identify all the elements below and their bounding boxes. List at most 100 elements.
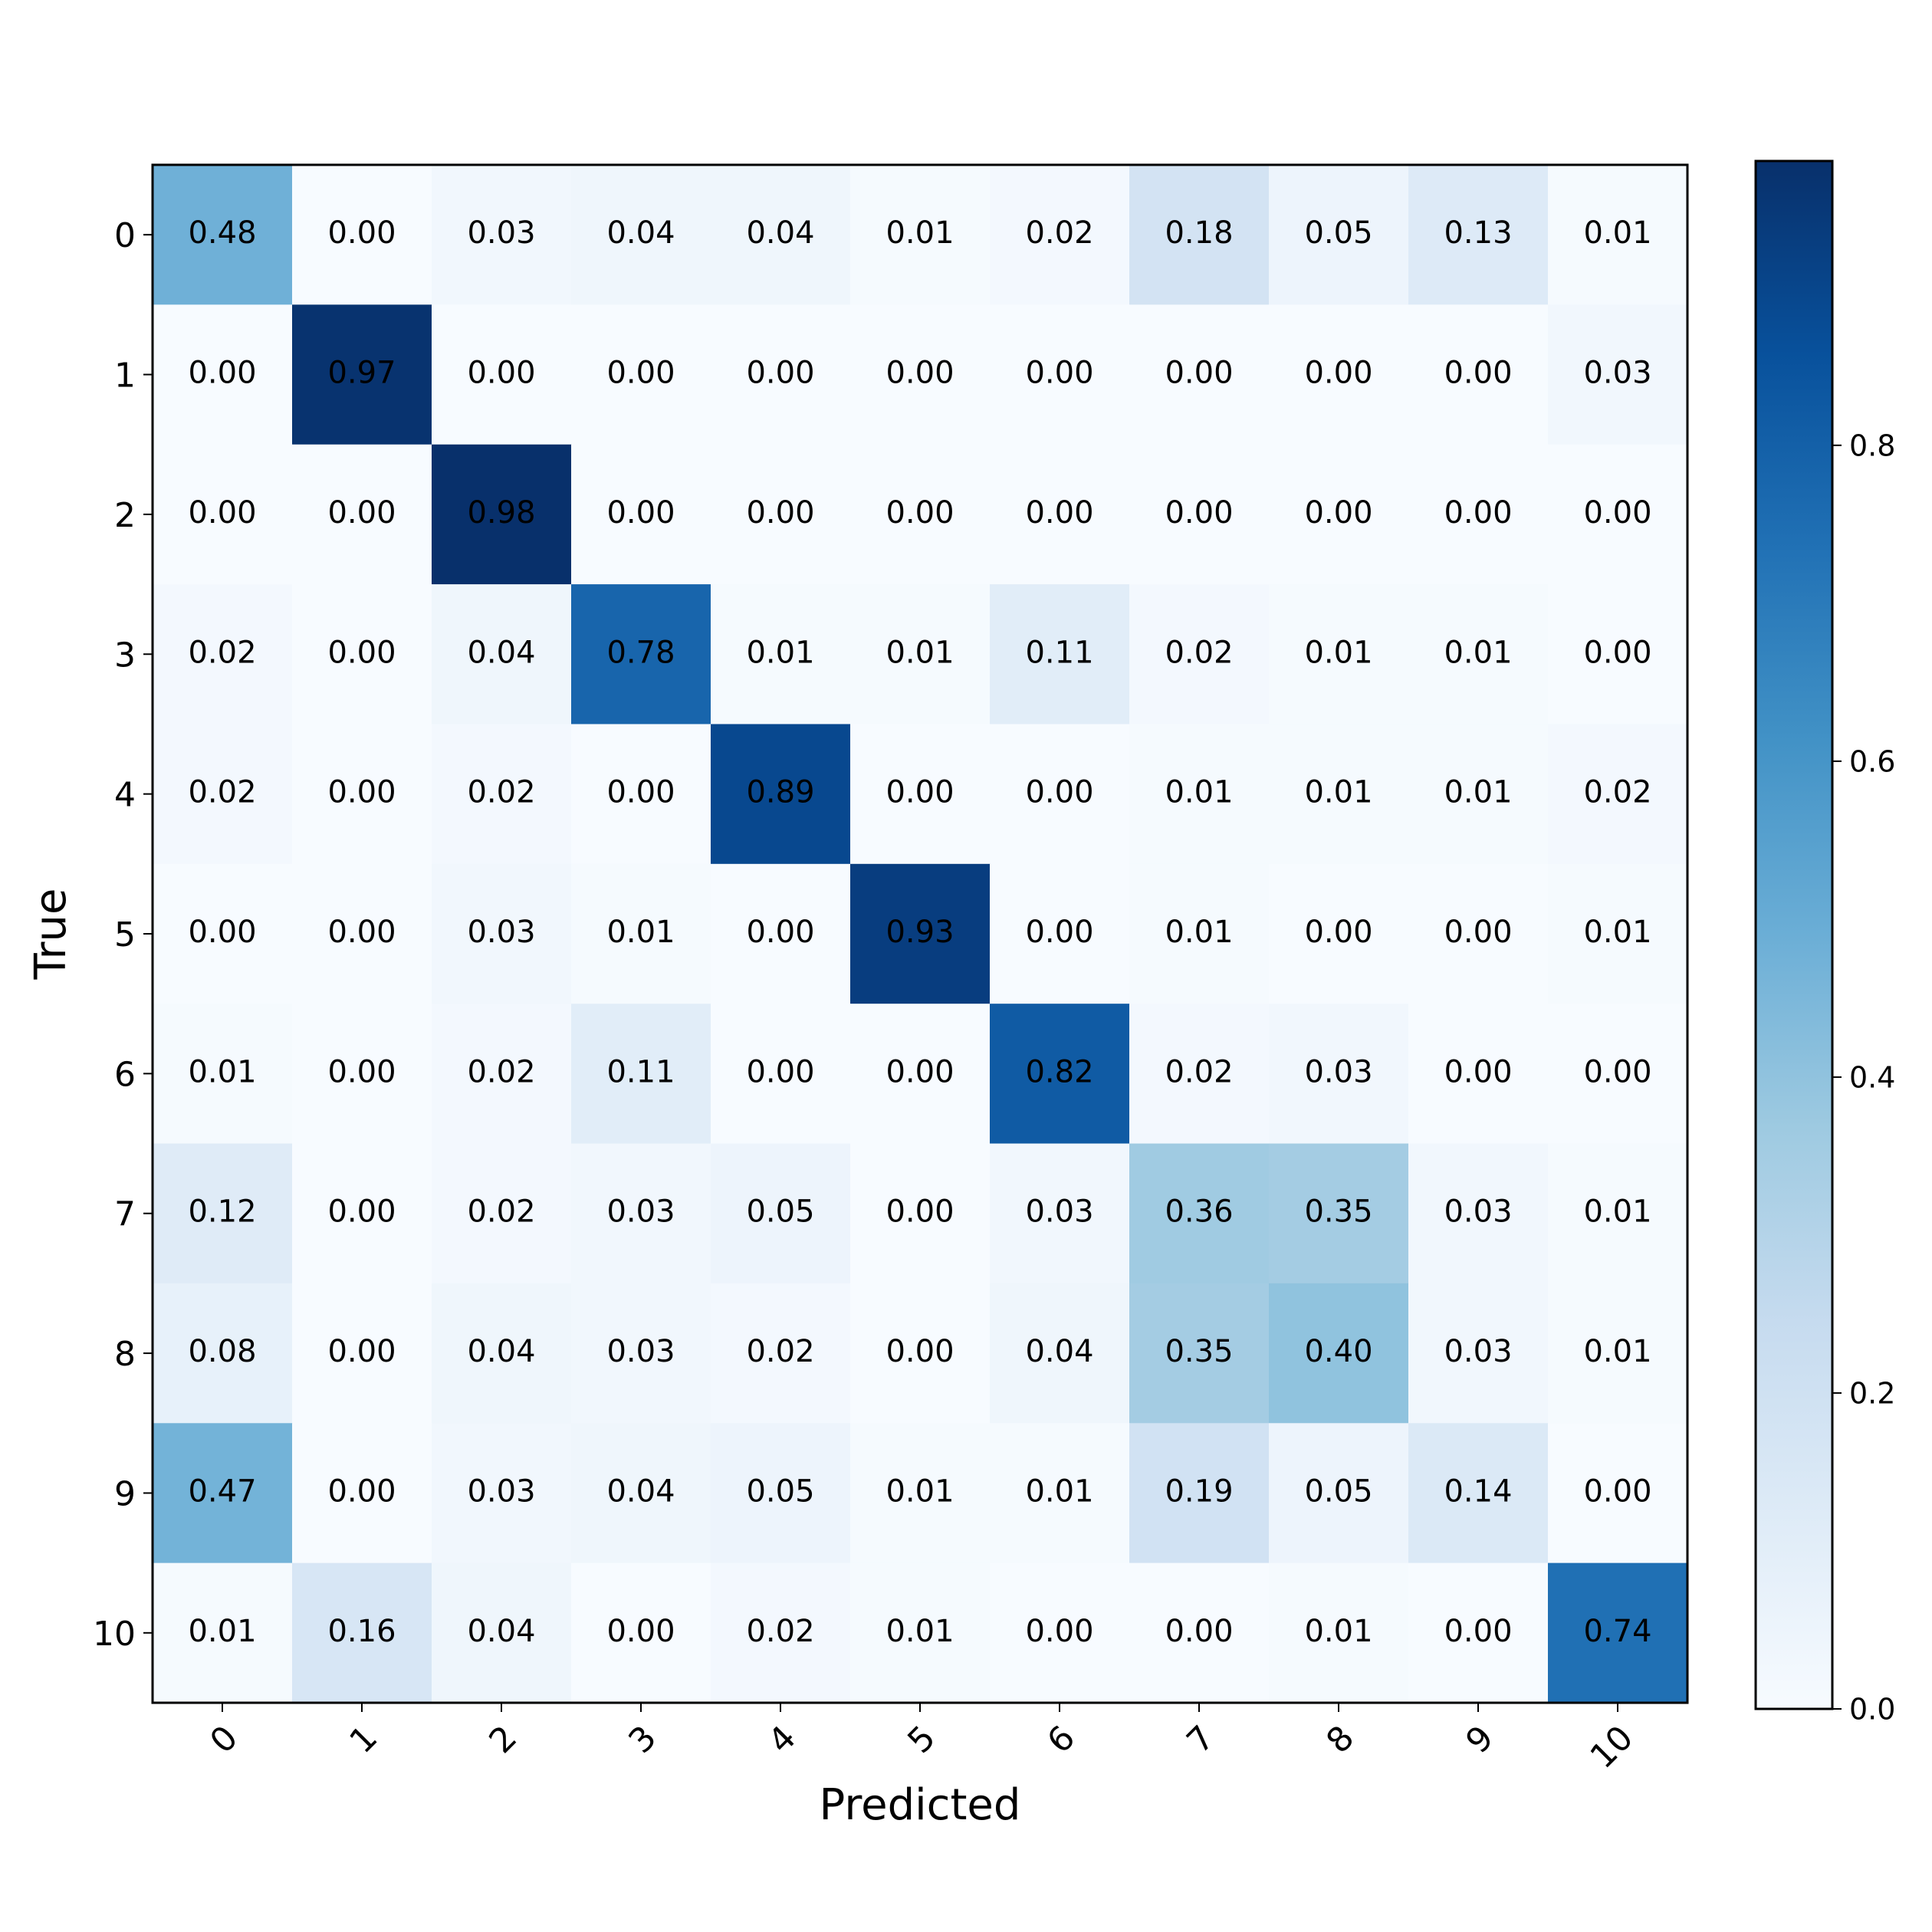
cell-label: 0.01: [1165, 915, 1233, 950]
cell-label: 0.00: [746, 1054, 814, 1089]
cell: [153, 1143, 293, 1284]
colorbar-tick-label: 0.2: [1849, 1376, 1895, 1410]
cell: [990, 1004, 1130, 1145]
cell: [1129, 444, 1270, 585]
cell-label: 0.11: [606, 1054, 675, 1089]
cell-label: 0.01: [886, 1474, 954, 1509]
cell-label: 0.05: [1304, 1474, 1372, 1509]
colorbar-tick-label: 0.6: [1849, 744, 1895, 778]
cell: [292, 165, 432, 305]
cell: [1269, 724, 1409, 865]
cell: [1269, 304, 1409, 445]
cell-label: 0.00: [327, 635, 396, 670]
cell-label: 0.02: [188, 775, 256, 810]
cell: [711, 304, 851, 445]
colorbar: [1754, 159, 1834, 1710]
cell: [1408, 1143, 1549, 1284]
x-tick-label: 6: [1040, 1718, 1083, 1761]
cell-label: 0.02: [746, 1614, 814, 1649]
cell-label: 0.00: [1025, 1614, 1093, 1649]
cell-label: 0.04: [467, 635, 535, 670]
cell-label: 0.01: [746, 635, 814, 670]
cell-label: 0.03: [1444, 1334, 1512, 1369]
cell-label: 0.14: [1444, 1474, 1512, 1509]
cell: [292, 1283, 432, 1424]
cell: [1269, 863, 1409, 1004]
cell: [292, 724, 432, 865]
cell: [292, 444, 432, 585]
cell: [153, 165, 293, 305]
cell: [1408, 1423, 1549, 1564]
cell-label: 0.00: [1025, 915, 1093, 950]
cell: [1548, 1004, 1688, 1145]
cell-label: 0.00: [1025, 356, 1093, 391]
x-tick-label: 0: [202, 1718, 245, 1761]
cell-label: 0.00: [327, 1194, 396, 1230]
cell-label: 0.01: [188, 1054, 256, 1089]
cell-label: 0.03: [606, 1194, 675, 1230]
x-tick-label: 9: [1458, 1718, 1501, 1761]
cell-label: 0.00: [1165, 1614, 1233, 1649]
cell: [850, 1283, 991, 1424]
cell-label: 0.02: [1583, 775, 1651, 810]
cell: [432, 1143, 572, 1284]
cell-label: 0.03: [1583, 356, 1651, 391]
cell-label: 0.00: [886, 775, 954, 810]
cell-label: 0.01: [886, 635, 954, 670]
cell: [292, 584, 432, 724]
cell: [1129, 584, 1270, 724]
cell: [1129, 1562, 1270, 1704]
cell: [1269, 584, 1409, 724]
cell-label: 0.01: [1025, 1474, 1093, 1509]
cell-label: 0.00: [1025, 495, 1093, 531]
y-tick-label: 1: [114, 356, 136, 396]
cell-label: 0.02: [1165, 635, 1233, 670]
cell-label: 0.01: [1583, 215, 1651, 251]
cell: [1408, 863, 1549, 1004]
cell-label: 0.04: [1025, 1334, 1093, 1369]
cell-label: 0.00: [1444, 495, 1512, 531]
cell-label: 0.01: [606, 915, 675, 950]
cell-label: 0.00: [327, 215, 396, 251]
cell-label: 0.03: [1025, 1194, 1093, 1230]
cell-label: 0.01: [1304, 775, 1372, 810]
cell: [432, 304, 572, 445]
cell-label: 0.02: [746, 1334, 814, 1369]
cell: [153, 304, 293, 445]
cell: [1269, 1143, 1409, 1284]
cell-label: 0.01: [886, 1614, 954, 1649]
cell: [1548, 165, 1688, 305]
cell-label: 0.40: [1304, 1334, 1372, 1369]
x-tick-label: 2: [481, 1718, 524, 1761]
cell-label: 0.04: [467, 1334, 535, 1369]
cell: [1129, 1143, 1270, 1284]
cell-label: 0.00: [327, 775, 396, 810]
cell-label: 0.01: [188, 1614, 256, 1649]
x-tick-label: 7: [1179, 1718, 1222, 1761]
x-tick-label: 10: [1583, 1718, 1641, 1776]
cell-label: 0.78: [606, 635, 675, 670]
y-tick-label: 10: [93, 1615, 136, 1654]
cell: [711, 1562, 851, 1704]
cell: [153, 1423, 293, 1564]
cell-label: 0.00: [1583, 495, 1651, 531]
cell: [990, 1143, 1130, 1284]
cell: [711, 584, 851, 724]
cell-label: 0.97: [327, 356, 396, 391]
cell-label: 0.00: [1583, 1054, 1651, 1089]
cell-label: 0.00: [746, 495, 814, 531]
cell-label: 0.02: [467, 1054, 535, 1089]
cell: [292, 1143, 432, 1284]
cell-label: 0.00: [1304, 915, 1372, 950]
x-tick-label: 5: [900, 1718, 943, 1761]
cell-label: 0.01: [1444, 775, 1512, 810]
y-tick-label: 3: [114, 636, 136, 675]
cell: [711, 724, 851, 865]
cell-label: 0.98: [467, 495, 535, 531]
cell-label: 0.00: [1583, 635, 1651, 670]
cell-label: 0.35: [1304, 1194, 1372, 1230]
cell: [571, 1423, 711, 1564]
cell-label: 0.01: [1444, 635, 1512, 670]
cell-label: 0.00: [188, 915, 256, 950]
cell: [153, 724, 293, 865]
